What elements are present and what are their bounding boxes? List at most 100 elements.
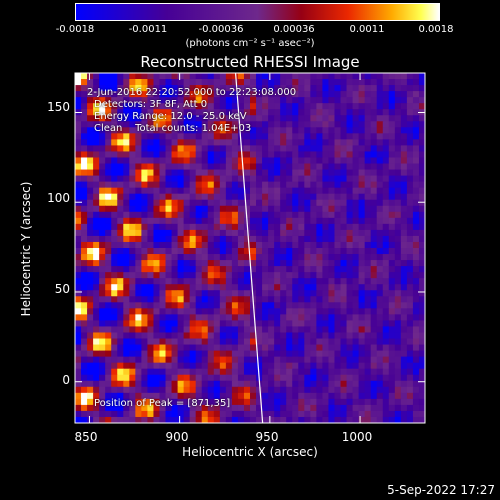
heatmap-cell [153, 163, 161, 171]
heatmap-cell [268, 248, 275, 255]
heatmap-cell [346, 181, 354, 189]
heatmap-cell [201, 205, 209, 213]
heatmap-cell [298, 284, 305, 291]
heatmap-cell [75, 79, 82, 86]
heatmap-cell [412, 392, 420, 400]
heatmap-cell [195, 133, 203, 140]
heatmap-cell [75, 151, 82, 159]
heatmap-cell [280, 374, 287, 382]
heatmap-cell [207, 181, 215, 189]
heatmap-cell [201, 290, 209, 297]
heatmap-cell [334, 284, 342, 291]
heatmap-cell [177, 205, 185, 213]
heatmap-cell [237, 85, 245, 92]
heatmap-cell [171, 266, 179, 273]
heatmap-cell [105, 350, 112, 358]
heatmap-cell [334, 223, 342, 231]
heatmap-cell [412, 272, 420, 279]
heatmap-cell [213, 133, 221, 140]
heatmap-cell [195, 115, 203, 122]
annotation-peak: Position of Peak = [871,35] [94, 398, 231, 409]
heatmap-cell [406, 302, 414, 309]
heatmap-cell [382, 362, 390, 370]
heatmap-cell [141, 386, 149, 394]
heatmap-cell [298, 169, 305, 177]
heatmap-cell [370, 302, 378, 309]
heatmap-cell [159, 199, 167, 207]
heatmap-cell [123, 229, 130, 237]
heatmap-cell [262, 85, 269, 92]
heatmap-cell [207, 187, 215, 195]
heatmap-cell [183, 266, 191, 273]
heatmap-cell [153, 235, 161, 243]
heatmap-cell [280, 211, 287, 219]
heatmap-cell [177, 404, 185, 412]
heatmap-cell [153, 151, 161, 159]
heatmap-cell [412, 169, 420, 177]
heatmap-cell [75, 368, 82, 376]
heatmap-cell [201, 187, 209, 195]
heatmap-cell [213, 127, 221, 134]
heatmap-cell [93, 157, 100, 165]
heatmap-cell [177, 103, 185, 110]
heatmap-cell [159, 368, 167, 376]
heatmap-cell [358, 193, 366, 201]
heatmap-cell [268, 398, 275, 406]
heatmap-cell [322, 85, 330, 92]
heatmap-cell [195, 344, 203, 352]
heatmap-cell [237, 109, 245, 116]
heatmap-cell [400, 344, 408, 352]
heatmap-cell [418, 344, 425, 352]
heatmap-cell [382, 115, 390, 122]
heatmap-cell [111, 260, 118, 267]
heatmap-cell [81, 386, 88, 394]
heatmap-cell [340, 193, 348, 201]
heatmap-cell [117, 79, 124, 86]
heatmap-cell [358, 145, 366, 153]
heatmap-cell [153, 296, 161, 303]
heatmap-cell [105, 217, 112, 225]
heatmap-cell [99, 362, 106, 370]
heatmap-cell [75, 386, 82, 394]
heatmap-cell [231, 115, 239, 122]
heatmap-cell [153, 386, 161, 394]
heatmap-cell [81, 157, 88, 165]
heatmap-cell [183, 235, 191, 243]
heatmap-cell [280, 302, 287, 309]
heatmap-cell [177, 187, 185, 195]
heatmap-cell [201, 362, 209, 370]
heatmap-cell [292, 404, 299, 412]
heatmap-cell [382, 410, 390, 418]
heatmap-cell [213, 308, 221, 315]
heatmap-cell [262, 199, 269, 207]
heatmap-cell [250, 308, 257, 315]
heatmap-cell [376, 211, 384, 219]
heatmap-cell [286, 386, 293, 394]
heatmap-cell [382, 181, 390, 189]
heatmap-cell [201, 91, 209, 98]
heatmap-cell [406, 127, 414, 134]
heatmap-cell [153, 410, 161, 418]
heatmap-cell [376, 121, 384, 128]
heatmap-cell [418, 217, 425, 225]
heatmap-cell [376, 290, 384, 297]
heatmap-cell [304, 127, 311, 134]
heatmap-cell [382, 73, 390, 80]
heatmap-cell [159, 272, 167, 279]
heatmap-cell [213, 187, 221, 195]
heatmap-cell [394, 229, 402, 237]
heatmap-cell [274, 229, 281, 237]
heatmap-cell [328, 302, 336, 309]
heatmap-cell [147, 284, 155, 291]
heatmap-cell [406, 266, 414, 273]
heatmap-cell [87, 284, 94, 291]
heatmap-cell [292, 169, 299, 177]
heatmap-cell [159, 362, 167, 370]
heatmap-cell [298, 260, 305, 267]
heatmap-cell [111, 73, 118, 80]
heatmap-cell [406, 175, 414, 183]
heatmap-cell [135, 73, 142, 80]
heatmap-cell [141, 284, 149, 291]
heatmap-cell [388, 284, 396, 291]
heatmap-cell [153, 266, 161, 273]
